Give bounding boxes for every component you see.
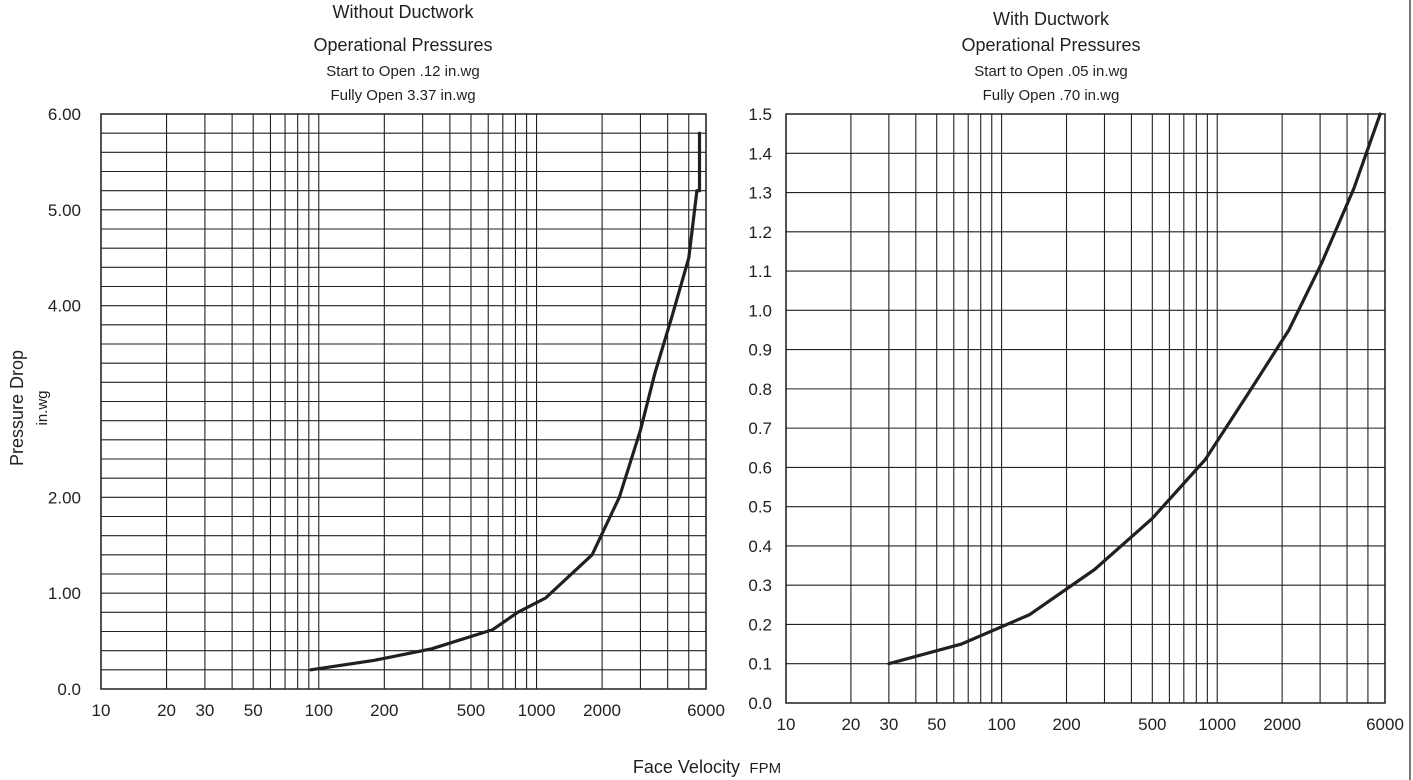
right-y-tick-label: 0.4 (748, 537, 772, 556)
y-axis-label: Pressure Drop (7, 350, 27, 466)
right-x-tick-label: 500 (1138, 715, 1166, 734)
right-y-tick-label: 0.3 (748, 576, 772, 595)
x-axis-label-text: Face Velocity (633, 757, 740, 777)
left-chart-note-open: Fully Open 3.37 in.wg (330, 87, 475, 104)
right-y-tick-label: 0.0 (748, 694, 772, 713)
right-y-tick-label: 1.0 (748, 301, 772, 320)
right-y-tick-label: 0.5 (748, 498, 772, 517)
left-x-tick-label: 200 (370, 701, 398, 720)
plot-without-ductwork: 0.0 1.00 2.00 4.00 5.00 6.00 10 20 30 50 100 200 500… (48, 105, 725, 720)
right-chart-note-open: Fully Open .70 in.wg (983, 87, 1120, 104)
left-y-tick-label: 6.00 (48, 105, 81, 124)
left-x-tick-label: 10 (92, 701, 111, 720)
right-y-tick-label: 1.1 (748, 262, 772, 281)
left-plot-frame (100, 113, 707, 690)
left-y-tick-label: 5.00 (48, 201, 81, 220)
right-y-tick-label: 0.9 (748, 341, 772, 360)
right-x-tick-label: 2000 (1263, 715, 1301, 734)
x-axis-unit: FPM (749, 760, 781, 777)
left-chart-note-start: Start to Open .12 in.wg (326, 63, 479, 80)
right-chart-note-start: Start to Open .05 in.wg (974, 63, 1127, 80)
left-chart-title: Without Ductwork (332, 2, 474, 22)
left-x-tick-label: 50 (244, 701, 263, 720)
right-x-tick-label: 20 (841, 715, 860, 734)
right-pressure-curve (887, 112, 1382, 666)
right-y-tick-label: 0.6 (748, 458, 772, 477)
right-y-tick-label: 1.3 (748, 184, 772, 203)
left-x-tick-label: 100 (305, 701, 333, 720)
right-chart-subtitle: Operational Pressures (961, 35, 1140, 55)
plot-with-ductwork: 0.0 0.1 0.2 0.3 0.4 0.5 0.6 0.7 0.8 0.9 1.0 1.1 1.2 1… (748, 105, 1404, 734)
left-x-tick-label: 6000 (687, 701, 725, 720)
right-x-tick-label: 1000 (1198, 715, 1236, 734)
left-x-tick-label: 30 (195, 701, 214, 720)
right-y-tick-label: 0.7 (748, 419, 772, 438)
right-x-tick-label: 100 (987, 715, 1015, 734)
right-y-tick-label: 1.4 (748, 144, 772, 163)
left-x-tick-label: 500 (457, 701, 485, 720)
left-chart-subtitle: Operational Pressures (313, 35, 492, 55)
left-y-tick-label: 2.00 (48, 488, 81, 507)
left-x-tick-label: 1000 (518, 701, 556, 720)
right-y-tick-label: 0.1 (748, 655, 772, 674)
right-y-tick-label: 0.2 (748, 615, 772, 634)
right-y-tick-label: 0.8 (748, 380, 772, 399)
right-x-tick-label: 50 (927, 715, 946, 734)
x-axis-label: Face Velocity FPM (633, 757, 781, 777)
right-chart-title: With Ductwork (993, 9, 1110, 29)
right-x-tick-label: 30 (879, 715, 898, 734)
right-x-tick-label: 6000 (1366, 715, 1404, 734)
right-plot-frame (785, 113, 1386, 704)
y-axis-unit: in.wg (34, 390, 51, 425)
right-y-tick-label: 1.2 (748, 223, 772, 242)
left-pressure-curve (309, 131, 702, 672)
right-y-tick-label: 1.5 (748, 105, 772, 124)
left-y-tick-label: 4.00 (48, 297, 81, 316)
right-x-tick-label: 200 (1052, 715, 1080, 734)
left-x-tick-label: 20 (157, 701, 176, 720)
right-x-tick-label: 10 (777, 715, 796, 734)
left-x-tick-label: 2000 (583, 701, 621, 720)
left-y-tick-label: 0.0 (57, 680, 81, 699)
left-y-tick-label: 1.00 (48, 584, 81, 603)
